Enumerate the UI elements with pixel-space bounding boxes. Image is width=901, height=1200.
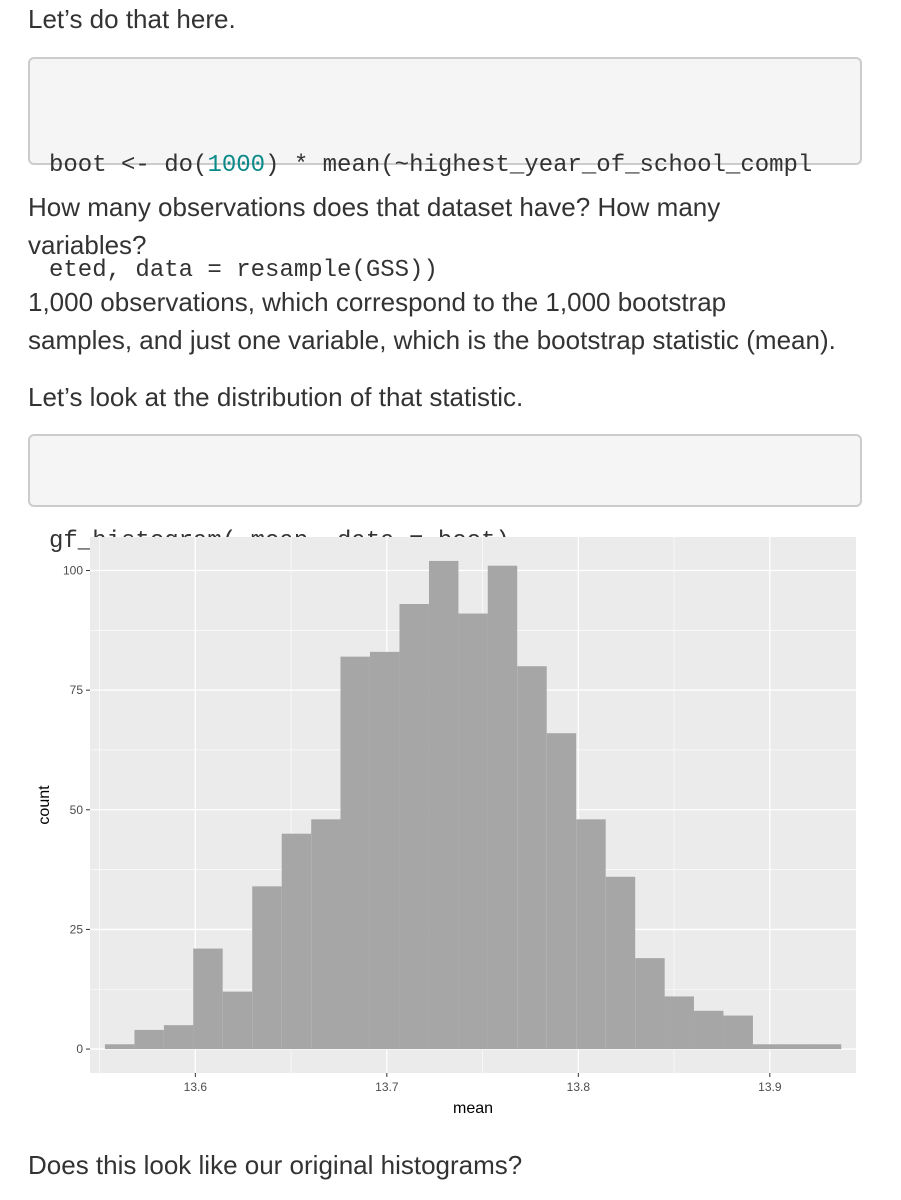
histogram-bar bbox=[458, 613, 488, 1050]
x-tick-label: 13.7 bbox=[375, 1080, 399, 1094]
histogram-bar bbox=[399, 604, 429, 1050]
y-tick-label: 0 bbox=[76, 1042, 83, 1056]
histogram-bar bbox=[811, 1044, 842, 1050]
histogram-bar bbox=[193, 948, 223, 1050]
x-tick-label: 13.6 bbox=[184, 1080, 208, 1094]
look-text: Let’s look at the distribution of that s… bbox=[28, 382, 524, 412]
x-tick-label: 13.8 bbox=[567, 1080, 591, 1094]
question-line-2: variables? bbox=[28, 230, 147, 260]
histogram-chart: 0 25 50 75 100 13.6 13.7 13.8 13.9 mean count bbox=[36, 537, 866, 1117]
x-tick-label: 13.9 bbox=[758, 1080, 782, 1094]
y-tick-label: 100 bbox=[63, 564, 83, 578]
closing-question: Does this look like our original histogr… bbox=[28, 1150, 523, 1180]
answer-line-1: 1,000 observations, which correspond to … bbox=[28, 287, 727, 317]
x-axis-title: mean bbox=[453, 1100, 493, 1117]
question-line-1: How many observations does that dataset … bbox=[28, 192, 721, 222]
code-line: eted, data = resample(GSS)) bbox=[49, 257, 438, 284]
histogram-bar bbox=[664, 996, 694, 1050]
histogram-bar bbox=[752, 1044, 783, 1050]
histogram-bar bbox=[369, 651, 400, 1050]
histogram-bar bbox=[635, 958, 665, 1050]
y-tick-label: 50 bbox=[70, 803, 84, 817]
histogram-bar bbox=[782, 1044, 812, 1050]
histogram-bar bbox=[252, 886, 282, 1050]
y-axis-title: count bbox=[36, 785, 53, 825]
histogram-bar bbox=[222, 991, 253, 1050]
histogram-bar bbox=[546, 733, 577, 1050]
histogram-bar bbox=[163, 1025, 194, 1050]
histogram-bar bbox=[605, 876, 636, 1050]
histogram-bar bbox=[576, 819, 606, 1050]
code-number: 1000 bbox=[207, 152, 266, 179]
histogram-bar bbox=[281, 833, 312, 1050]
histogram-bar bbox=[487, 565, 518, 1050]
answer-line-2: samples, and just one variable, which is… bbox=[28, 325, 836, 355]
code-text: ) * mean(~highest_year_of_school_compl bbox=[265, 152, 813, 179]
histogram-bar bbox=[311, 819, 341, 1050]
histogram-bar bbox=[340, 656, 370, 1050]
histogram-bar bbox=[104, 1044, 135, 1050]
code-block-bootstrap[interactable]: boot <- do(1000) * mean(~highest_year_of… bbox=[28, 57, 862, 284]
histogram-bar bbox=[428, 560, 459, 1050]
code-line: boot <- do(1000) * mean(~highest_year_of… bbox=[49, 148, 841, 183]
histogram-bar bbox=[134, 1029, 164, 1050]
code-text: boot <- do( bbox=[49, 152, 208, 179]
y-tick-label: 75 bbox=[70, 683, 84, 697]
code-block-histogram[interactable]: gf_histogram(~mean, data = boot) bbox=[28, 434, 862, 555]
histogram-bar bbox=[723, 1015, 753, 1050]
y-tick-label: 25 bbox=[70, 922, 84, 936]
intro-text: Let’s do that here. bbox=[28, 4, 236, 34]
histogram-bar bbox=[517, 666, 547, 1050]
histogram-bar bbox=[694, 1010, 724, 1050]
